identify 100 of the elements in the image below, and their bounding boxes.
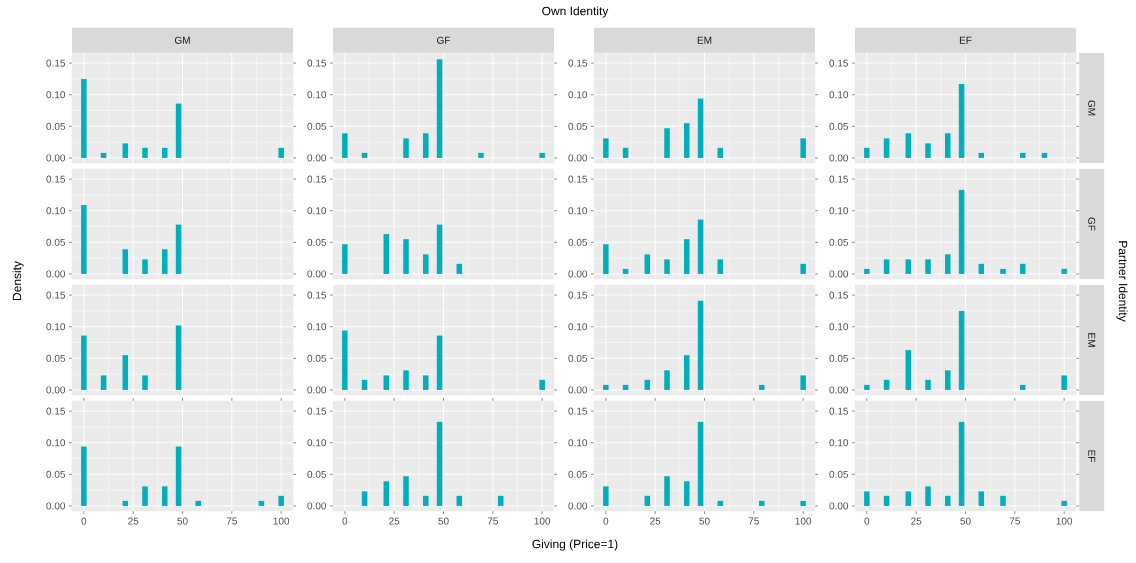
y-tick-label: 0.00 <box>829 502 849 510</box>
bar <box>142 375 148 390</box>
x-tick-label: 25 <box>650 517 661 525</box>
bar <box>342 330 348 390</box>
bar <box>342 133 348 158</box>
bar <box>603 138 609 158</box>
bar <box>422 254 429 274</box>
y2-axis-title: GF <box>1088 217 1096 231</box>
text: Density <box>12 261 24 301</box>
bar <box>800 263 806 274</box>
chart-title: EM <box>697 36 712 44</box>
bar <box>925 486 931 506</box>
bar <box>403 138 409 158</box>
bar <box>122 249 129 274</box>
bar <box>81 446 87 506</box>
y-tick-label: 0.15 <box>568 291 588 299</box>
bar <box>905 133 912 158</box>
bar <box>383 481 390 506</box>
bar <box>864 147 870 158</box>
chart-title: GF <box>437 36 451 44</box>
y-tick-label: 0.05 <box>307 470 327 478</box>
text: Partner Identity <box>1116 241 1128 322</box>
x-tick-label: 100 <box>1056 517 1073 525</box>
y-tick-label: 0.15 <box>307 175 327 183</box>
x-tick-label: 50 <box>960 517 971 525</box>
bar <box>664 370 670 390</box>
y-tick-label: 0.10 <box>568 323 588 331</box>
bar <box>958 83 965 158</box>
bar <box>800 138 806 158</box>
bar <box>436 421 443 506</box>
bar <box>683 239 690 274</box>
bar <box>161 249 168 274</box>
bar <box>958 189 965 274</box>
x-tick-label: 75 <box>487 517 498 525</box>
bar <box>697 219 704 274</box>
bar <box>864 384 870 390</box>
x-tick-label: 50 <box>699 517 710 525</box>
y-tick-label: 0.15 <box>46 291 66 299</box>
bar <box>1000 268 1006 274</box>
bar <box>958 310 965 390</box>
bar <box>664 476 670 506</box>
bar <box>603 244 609 274</box>
bar <box>100 375 107 390</box>
y-tick-label: 0.05 <box>829 122 849 130</box>
x-tick-label: 25 <box>128 517 139 525</box>
bar <box>644 254 651 274</box>
bar <box>478 152 484 158</box>
bar <box>864 268 870 274</box>
bar <box>664 259 670 274</box>
bar <box>683 481 690 506</box>
y2-axis-title: EF <box>1088 450 1096 462</box>
y-tick-label: 0.00 <box>829 270 849 278</box>
bar <box>142 259 148 274</box>
bar <box>122 143 129 158</box>
x-tick-label: 100 <box>273 517 290 525</box>
y-tick-label: 0.15 <box>568 407 588 415</box>
y2-axis-title: GM <box>1088 100 1096 116</box>
y-tick-label: 0.00 <box>829 154 849 162</box>
bar <box>175 446 182 506</box>
y-tick-label: 0.05 <box>568 122 588 130</box>
y-tick-label: 0.05 <box>829 354 849 362</box>
bar <box>383 234 390 274</box>
y-tick-label: 0.05 <box>46 122 66 130</box>
bar <box>603 384 609 390</box>
bar <box>944 495 951 506</box>
y-tick-label: 0.15 <box>829 291 849 299</box>
bar <box>905 491 912 506</box>
y-tick-label: 0.00 <box>46 270 66 278</box>
bar <box>697 421 704 506</box>
x-tick-label: 25 <box>911 517 922 525</box>
bar <box>958 421 965 506</box>
bar <box>81 78 87 158</box>
y-tick-label: 0.10 <box>568 439 588 447</box>
y-tick-label: 0.15 <box>46 407 66 415</box>
y-tick-label: 0.10 <box>568 207 588 215</box>
bar <box>436 59 443 158</box>
y-tick-label: 0.00 <box>568 502 588 510</box>
y-tick-label: 0.10 <box>307 91 327 99</box>
bar <box>697 300 704 390</box>
y-tick-label: 0.10 <box>307 207 327 215</box>
y-tick-label: 0.00 <box>307 270 327 278</box>
x-tick-label: 75 <box>1009 517 1020 525</box>
y-tick-label: 0.05 <box>46 238 66 246</box>
x-tick-label: 75 <box>748 517 759 525</box>
y-tick-label: 0.00 <box>46 386 66 394</box>
bar <box>1000 495 1006 506</box>
y2-axis-title: EM <box>1088 333 1096 347</box>
bar <box>539 152 545 158</box>
bar <box>342 244 348 274</box>
bar <box>697 98 704 158</box>
y-tick-label: 0.00 <box>46 502 66 510</box>
bar <box>944 133 951 158</box>
bar <box>175 103 182 158</box>
y-tick-label: 0.05 <box>568 470 588 478</box>
y-tick-label: 0.10 <box>46 439 66 447</box>
bar <box>925 259 931 274</box>
bar <box>883 259 890 274</box>
bar <box>403 476 409 506</box>
y-tick-label: 0.05 <box>307 238 327 246</box>
y-tick-label: 0.15 <box>568 175 588 183</box>
